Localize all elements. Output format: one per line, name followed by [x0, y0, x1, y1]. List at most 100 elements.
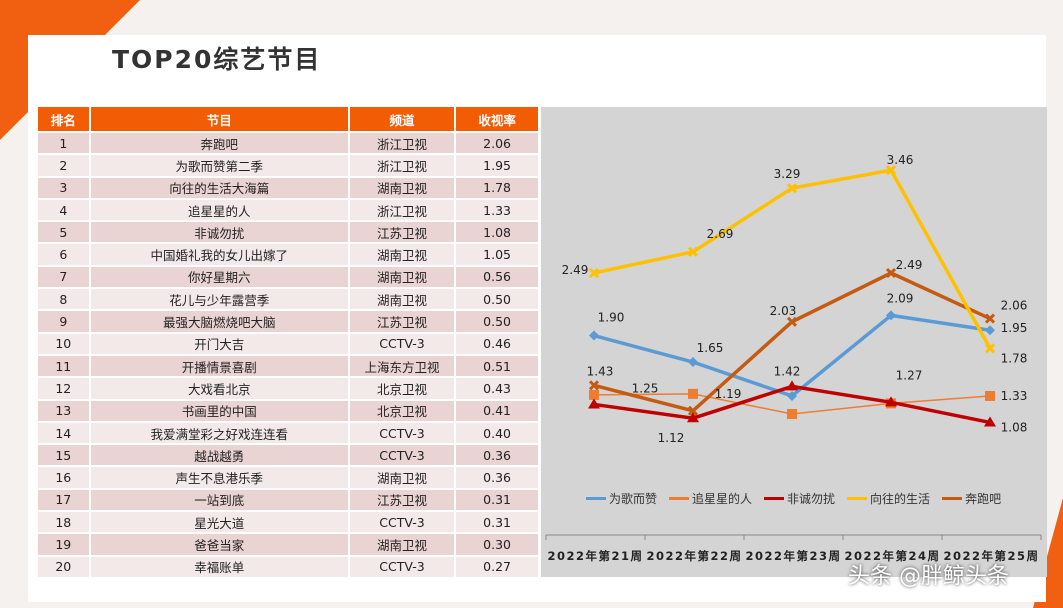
channel-cell: 北京卫视: [348, 398, 457, 422]
channel-cell: 浙江卫视: [348, 130, 457, 155]
channel-cell: 江苏卫视: [348, 487, 457, 512]
table-row: 17 一站到底 江苏卫视 0.31: [38, 487, 540, 512]
rank-cell: 4: [38, 197, 91, 222]
data-label: 1.19: [715, 387, 742, 401]
data-point: [886, 310, 896, 321]
channel-cell: 湖南卫视: [348, 532, 457, 556]
legend-item: 非诚勿扰: [764, 490, 835, 507]
rating-cell: 1.95: [455, 153, 540, 177]
data-label: 1.08: [1001, 420, 1028, 434]
rating-cell: 0.51: [455, 353, 540, 378]
data-point: [589, 330, 599, 341]
data-label: 1.90: [598, 311, 625, 325]
rank-cell: 18: [38, 510, 91, 534]
column-header: 排名: [38, 107, 91, 132]
program-cell: 开门大吉: [89, 331, 350, 355]
program-cell: 幸福账单: [89, 554, 350, 577]
data-label: 1.65: [697, 341, 724, 355]
data-point: [588, 267, 600, 279]
table-header: 排名 节目 频道 收视率: [38, 107, 540, 132]
rating-cell: 0.30: [455, 532, 540, 556]
legend-label: 向往的生活: [870, 492, 931, 506]
rank-cell: 8: [38, 287, 91, 311]
rating-cell: 0.27: [455, 554, 540, 577]
page-title: TOP20综艺节目: [112, 45, 322, 74]
data-point: [984, 343, 996, 354]
data-label: 1.12: [658, 431, 685, 445]
rank-cell: 15: [38, 443, 91, 467]
channel-cell: CCTV-3: [348, 420, 457, 445]
legend-item: 奔跑吧: [942, 490, 1001, 507]
legend-label: 为歌而赞: [609, 492, 658, 506]
data-point: [786, 183, 798, 194]
channel-cell: 湖南卫视: [348, 242, 457, 266]
program-cell: 星光大道: [89, 510, 350, 534]
rating-cell: 0.31: [455, 487, 540, 512]
channel-cell: 浙江卫视: [348, 153, 457, 177]
table-row: 5 非诚勿扰 江苏卫视 1.08: [38, 220, 540, 244]
data-point: [687, 405, 699, 416]
data-point: [787, 390, 797, 401]
x-tick-label: 2022年第24周: [844, 549, 941, 563]
program-cell: 你好星期六: [89, 264, 350, 289]
channel-cell: 湖南卫视: [348, 264, 457, 289]
column-header: 收视率: [455, 107, 540, 132]
data-label: 2.06: [1001, 299, 1028, 313]
table-row: 18 星光大道 CCTV-3 0.31: [38, 510, 540, 534]
rank-cell: 5: [38, 220, 91, 244]
program-cell: 奔跑吧: [89, 130, 350, 155]
channel-cell: CCTV-3: [348, 510, 457, 534]
channel-cell: 湖南卫视: [348, 175, 457, 199]
data-label: 1.95: [1001, 321, 1028, 335]
legend-swatch-icon: [586, 497, 606, 500]
data-point: [688, 388, 698, 399]
rank-cell: 3: [38, 175, 91, 199]
data-label: 1.27: [896, 368, 923, 382]
legend-swatch-icon: [764, 497, 785, 500]
data-point: [787, 408, 797, 419]
table-row: 1 奔跑吧 浙江卫视 2.06: [38, 130, 540, 155]
data-point: [786, 380, 798, 391]
data-point: [885, 165, 897, 176]
program-cell: 追星星的人: [89, 197, 350, 222]
data-label: 2.69: [707, 227, 734, 241]
rank-cell: 10: [38, 331, 91, 355]
channel-cell: 上海东方卫视: [348, 353, 457, 378]
data-label: 1.42: [774, 364, 801, 378]
rating-cell: 1.33: [455, 197, 540, 222]
rank-cell: 7: [38, 264, 91, 289]
rank-cell: 11: [38, 353, 91, 378]
rating-cell: 0.41: [455, 398, 540, 422]
channel-cell: 湖南卫视: [348, 465, 457, 489]
table-row: 12 大戏看北京 北京卫视 0.43: [38, 376, 540, 400]
x-tick-label: 2022年第25周: [943, 549, 1040, 563]
ranking-table: 排名 节目 频道 收视率 1 奔跑吧 浙江卫视 2.06 2 为歌而赞第二季 浙江卫视 1.95 3 向…: [38, 107, 540, 577]
channel-cell: 湖南卫视: [348, 287, 457, 311]
data-point: [984, 416, 996, 427]
channel-cell: CCTV-3: [348, 554, 457, 577]
rating-cell: 1.78: [455, 175, 540, 199]
table-row: 8 花儿与少年露营季 湖南卫视 0.50: [38, 287, 540, 311]
legend-label: 奔跑吧: [965, 492, 1002, 506]
watermark: 头条 @胖鲸头条: [848, 564, 1009, 589]
data-point: [885, 267, 897, 279]
legend-swatch-icon: [942, 497, 963, 500]
table-row: 4 追星星的人 浙江卫视 1.33: [38, 197, 540, 222]
legend-label: 追星星的人: [692, 492, 753, 506]
rating-cell: 0.36: [455, 465, 540, 489]
table-row: 3 向往的生活大海篇 湖南卫视 1.78: [38, 175, 540, 199]
rank-cell: 19: [38, 532, 91, 556]
table-row: 9 最强大脑燃烧吧大脑 江苏卫视 0.50: [38, 309, 540, 333]
table-row: 10 开门大吉 CCTV-3 0.46: [38, 331, 540, 355]
program-cell: 爸爸当家: [89, 532, 350, 556]
data-point: [885, 396, 897, 407]
data-point: [688, 357, 698, 368]
channel-cell: 浙江卫视: [348, 197, 457, 222]
data-point: [588, 380, 600, 391]
program-cell: 最强大脑燃烧吧大脑: [89, 309, 350, 333]
rating-cell: 1.08: [455, 220, 540, 244]
channel-cell: CCTV-3: [348, 331, 457, 355]
legend-item: 向往的生活: [847, 490, 930, 507]
data-label: 2.49: [896, 258, 923, 272]
